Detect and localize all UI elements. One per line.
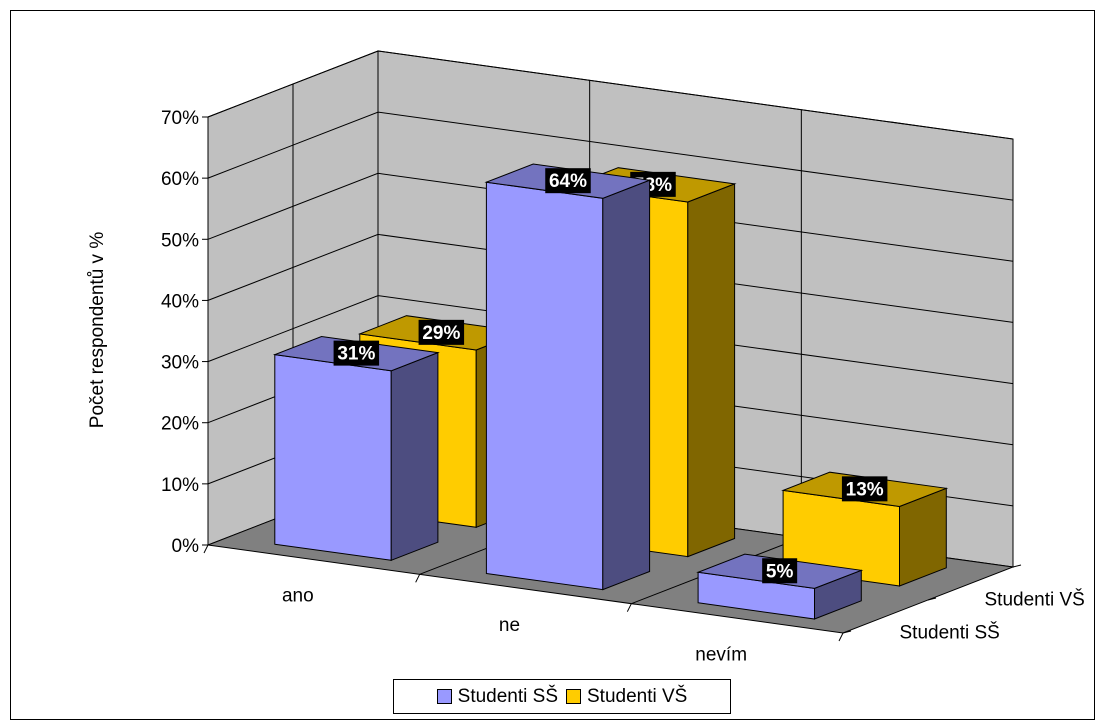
x-tick-mark xyxy=(626,603,632,612)
y-tick-label: 40% xyxy=(161,291,199,312)
bar-front-face xyxy=(485,181,604,591)
x-tick-mark xyxy=(415,574,421,583)
legend-swatch-studenti-vs xyxy=(566,689,581,704)
data-label-bg xyxy=(762,558,798,584)
y-tick-label: 0% xyxy=(172,536,200,557)
legend-swatch-studenti-ss xyxy=(436,689,452,704)
data-label: 13% xyxy=(846,479,884,500)
depth-label-studenti-vs: Studenti VŠ xyxy=(985,589,1085,611)
data-label: 31% xyxy=(337,344,375,365)
legend-item-studenti-vs: Studenti VŠ xyxy=(566,686,687,708)
legend-label-studenti-ss: Studenti SŠ xyxy=(457,685,558,707)
y-axis-label: Počet respondentů v % xyxy=(87,232,108,429)
bar-side-face xyxy=(602,179,651,591)
y-tick-label: 60% xyxy=(161,169,199,190)
data-label-bg xyxy=(333,340,380,366)
x-tick-mark xyxy=(203,544,209,554)
data-label-bg xyxy=(545,168,591,194)
data-label-bg xyxy=(418,319,465,345)
depth-tick-mark xyxy=(1012,564,1022,568)
bar-studenti-ss-ano: 31% xyxy=(272,335,440,562)
x-tick-label-ne: ne xyxy=(499,615,520,636)
data-label: 5% xyxy=(766,561,794,582)
y-tick-label: 30% xyxy=(161,353,199,374)
y-tick-label: 70% xyxy=(161,108,199,129)
y-tick-label: 10% xyxy=(161,475,199,496)
bar-side-face xyxy=(687,183,736,558)
x-tick-mark xyxy=(838,632,844,642)
legend-label-studenti-vs: Studenti VŠ xyxy=(587,685,688,707)
x-tick-label-nevim: nevím xyxy=(695,644,747,665)
depth-tick-mark xyxy=(927,597,937,601)
bar-studenti-ss-ne: 64% xyxy=(484,163,652,591)
legend-item-studenti-ss: Studenti SŠ xyxy=(436,685,558,708)
data-label: 64% xyxy=(549,171,587,192)
depth-label-studenti-ss: Studenti SŠ xyxy=(900,622,1000,644)
data-label-bg xyxy=(841,476,888,502)
y-tick-label: 50% xyxy=(161,230,199,251)
depth-tick-mark xyxy=(842,630,852,634)
bar-studenti-ss-nevim: 5% xyxy=(696,553,864,620)
bar-studenti-vs-nevim: 13% xyxy=(781,471,949,587)
data-label: 29% xyxy=(422,323,460,344)
bar-front-face xyxy=(274,354,392,561)
x-tick-label-ano: ano xyxy=(282,586,314,607)
y-tick-label: 20% xyxy=(161,414,199,435)
bar-side-face xyxy=(390,351,439,562)
legend: Studenti SŠ Studenti VŠ xyxy=(393,679,731,714)
